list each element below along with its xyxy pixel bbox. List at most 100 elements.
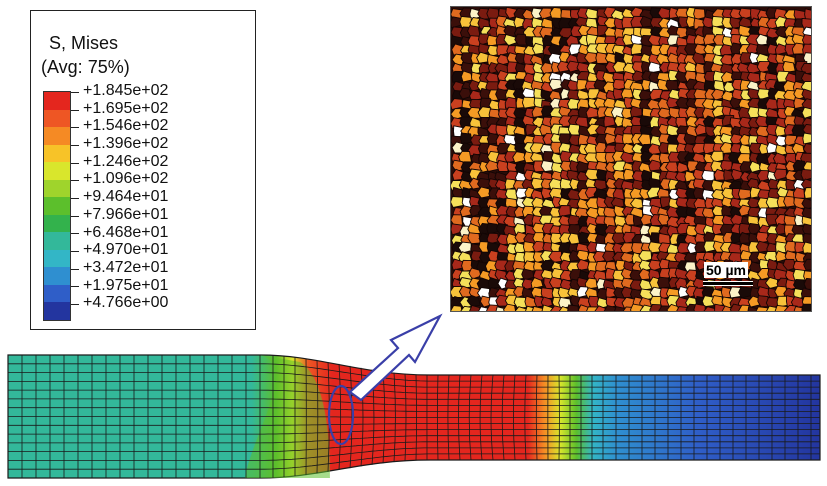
legend-level: +1.396e+02: [71, 135, 256, 154]
grain: [550, 232, 563, 245]
scale-bar-label: 50 µm: [704, 262, 748, 278]
grain: [578, 231, 591, 244]
grain: [459, 205, 474, 218]
legend-tick-mark: [71, 197, 79, 199]
grain: [782, 60, 796, 73]
legend-tick-mark: [71, 91, 79, 93]
legend-level-label: +1.396e+02: [83, 135, 169, 153]
grain: [496, 142, 511, 155]
grain: [731, 168, 744, 181]
grain: [803, 187, 811, 199]
grain: [711, 88, 725, 101]
grain: [530, 177, 545, 190]
grain: [515, 187, 528, 200]
legend-level-label: +1.246e+02: [83, 152, 169, 170]
mesh-row-line: [8, 363, 820, 382]
grain: [585, 106, 599, 119]
legend-level-label: +1.546e+02: [83, 117, 169, 135]
mesh-column-line: [468, 374, 472, 461]
grain: [557, 286, 572, 299]
grain: [774, 304, 789, 311]
grain: [666, 96, 680, 109]
grain: [729, 16, 742, 29]
grain: [576, 249, 591, 262]
grain: [540, 160, 555, 173]
grain: [701, 295, 715, 308]
grain: [531, 7, 544, 20]
grain: [549, 305, 563, 311]
legend-tick-mark: [71, 109, 79, 111]
grain: [629, 105, 643, 118]
legend-swatch: [44, 127, 70, 145]
grain: [639, 224, 652, 237]
grain: [648, 159, 662, 172]
grain: [693, 303, 706, 311]
grain: [694, 123, 709, 136]
mesh-column-line: [479, 374, 483, 461]
legend-level-label: +9.464e+01: [83, 188, 169, 206]
grain: [684, 43, 699, 56]
grain: [703, 306, 716, 311]
grain: [495, 33, 508, 46]
grain: [755, 33, 769, 46]
grain: [459, 132, 473, 145]
grain: [576, 258, 590, 271]
grain: [638, 268, 652, 281]
scale-bar: [703, 281, 753, 286]
grain: [676, 161, 689, 174]
grain: [631, 70, 645, 83]
grain: [748, 160, 762, 173]
grain: [802, 143, 811, 156]
grain: [775, 250, 788, 263]
grain: [803, 52, 811, 65]
grain: [711, 15, 724, 28]
grain: [558, 205, 571, 218]
legend-level-label: +1.695e+02: [83, 99, 169, 117]
legend-swatch: [44, 197, 70, 215]
mesh-column-line: [316, 360, 319, 474]
grain: [638, 250, 653, 263]
grain: [576, 160, 590, 173]
grain: [458, 87, 472, 100]
grain: [803, 277, 811, 290]
grain: [595, 51, 609, 64]
grain: [756, 170, 771, 183]
mesh-row-line: [8, 423, 820, 426]
grain: [556, 60, 571, 73]
grain: [506, 232, 519, 246]
grain: [666, 303, 680, 311]
grain: [630, 15, 644, 28]
grain: [710, 150, 724, 163]
legend-level: +4.766e+00: [71, 294, 256, 313]
grain: [659, 196, 672, 209]
legend-level-label: +6.468e+01: [83, 223, 169, 241]
legend-swatch: [44, 92, 70, 110]
grain: [469, 304, 481, 311]
grain: [646, 186, 661, 199]
grain: [676, 242, 691, 254]
grain: [495, 294, 509, 307]
legend-tick-mark: [71, 304, 79, 306]
legend-level-label: +1.096e+02: [83, 170, 169, 188]
grain: [451, 223, 463, 236]
grain: [801, 197, 811, 210]
mesh-row-line: [8, 435, 820, 444]
legend-title: S, Mises: [49, 33, 119, 53]
grain: [801, 106, 811, 119]
mesh-column-line: [393, 372, 396, 463]
legend-tick-mark: [71, 127, 79, 129]
mesh-column-line: [458, 374, 461, 461]
grain: [630, 303, 643, 311]
legend-level-label: +4.766e+00: [83, 294, 169, 312]
grain: [476, 186, 490, 199]
grain: [584, 277, 598, 290]
grain: [567, 304, 580, 311]
grain: [486, 34, 500, 47]
callout-ellipse: [327, 384, 355, 446]
grain: [548, 276, 563, 289]
grain: [613, 205, 627, 218]
grain: [619, 242, 634, 255]
grain: [584, 51, 598, 64]
grain: [746, 62, 761, 75]
legend-level: +1.845e+02: [71, 82, 256, 101]
